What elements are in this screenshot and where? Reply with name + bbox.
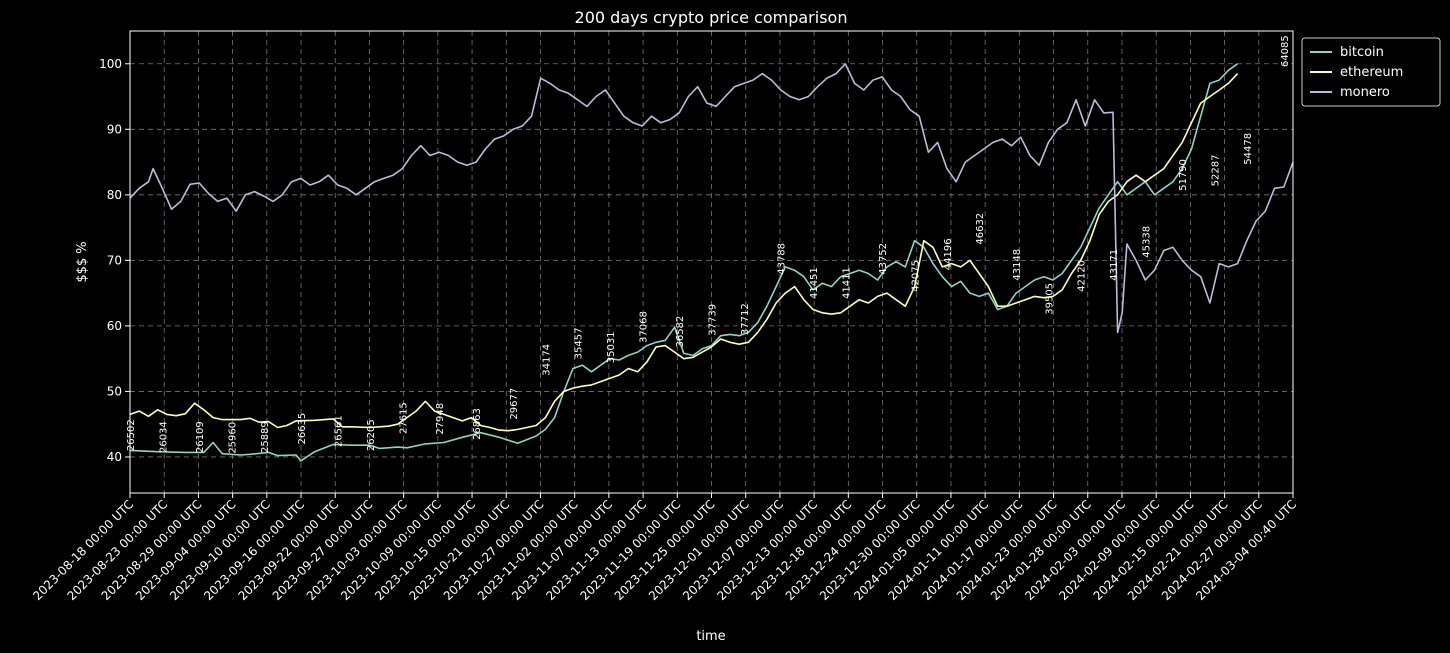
price-annotation: 26205 [366,419,377,451]
y-tick-label: 50 [107,384,122,398]
price-annotation: 34174 [541,344,552,376]
y-tick-label: 60 [107,319,122,333]
price-annotation: 29677 [509,388,520,420]
y-axis-label: $$$ % [75,241,90,282]
x-axis-label: time [696,629,725,644]
y-tick-label: 40 [107,450,122,464]
price-annotation: 26502 [126,419,137,451]
price-annotation: 41451 [809,267,820,299]
price-annotation: 39505 [1044,283,1055,315]
price-annotation: 27615 [398,402,409,434]
price-annotation: 64085 [1280,35,1291,67]
price-annotation: 37712 [740,303,751,335]
grid [129,31,1294,493]
price-annotation: 26561 [334,415,345,447]
price-annotation: 26034 [158,421,169,453]
price-annotation: 37068 [638,311,649,343]
price-annotation: 45338 [1141,226,1152,258]
price-annotation: 46632 [975,213,986,245]
price-annotation: 36582 [675,316,686,348]
annotations: 26502 26034 26109 25960 25889 26635 26561 26205… [126,35,1291,453]
price-annotation: 35031 [606,331,617,363]
price-annotation: 35457 [574,328,585,360]
chart-title: 200 days crypto price comparison [575,8,848,27]
price-annotation: 43171 [1109,249,1120,281]
y-tick-label: 90 [107,122,122,136]
price-annotation: 42120 [1077,260,1088,292]
price-annotation: 25960 [228,422,239,454]
series-line-bitcoin [129,63,1239,462]
price-annotation: 52287 [1211,154,1222,186]
price-annotation: 37739 [708,304,719,336]
price-annotation: 54478 [1243,133,1254,165]
legend-label-bitcoin: bitcoin [1340,45,1384,60]
price-annotation: 51790 [1178,159,1189,191]
series-line-monero [129,63,1294,334]
price-annotation: 43752 [878,243,889,275]
y-tick-label: 80 [107,188,122,202]
price-annotation: 26109 [195,421,206,453]
series-lines [129,63,1294,462]
price-annotation: 27948 [435,403,446,435]
price-annotation: 42075 [911,260,922,292]
legend-box [1301,37,1441,107]
y-tick-label: 70 [107,253,122,267]
legend-label-monero: monero [1340,85,1390,100]
y-axis-ticks: 40 50 60 70 80 90 100 [99,57,130,464]
legend: bitcoin ethereum monero [1301,37,1441,107]
series-line-ethereum [129,73,1239,432]
price-annotation: 41411 [841,267,852,299]
y-tick-label: 100 [99,57,122,71]
price-annotation: 26863 [472,408,483,440]
price-annotation: 44196 [943,238,954,270]
legend-label-ethereum: ethereum [1340,65,1403,80]
price-annotation: 43148 [1012,249,1023,281]
price-annotation: 25889 [260,421,271,453]
price-annotation: 26635 [297,413,308,445]
price-annotation: 43788 [777,243,788,275]
